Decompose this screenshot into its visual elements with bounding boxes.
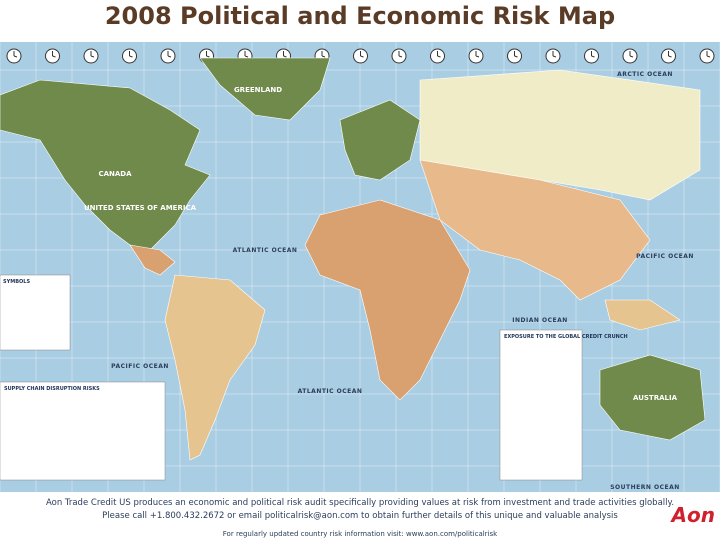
indonesia xyxy=(604,299,681,331)
panel-title: EXPOSURE TO THE GLOBAL CREDIT CRUNCH xyxy=(504,334,628,340)
clock-hand xyxy=(206,55,210,58)
clock-hand xyxy=(514,55,518,58)
footer-line: For regularly updated country risk infor… xyxy=(223,530,498,538)
footer-line: Please call +1.800.432.2672 or email pol… xyxy=(102,511,618,521)
clock-hand xyxy=(360,55,364,58)
greenland xyxy=(199,57,331,121)
map-label: INDIAN OCEAN xyxy=(512,317,568,324)
symbols-panel xyxy=(0,274,71,351)
panel-title: SUPPLY CHAIN DISRUPTION RISKS xyxy=(4,386,100,392)
map-label: PACIFIC OCEAN xyxy=(111,363,169,370)
footer-line: Aon Trade Credit US produces an economic… xyxy=(46,498,674,508)
clock-hand xyxy=(629,55,634,58)
map-label: PACIFIC OCEAN xyxy=(636,253,694,260)
title: 2008 Political and Economic Risk Map xyxy=(105,2,615,30)
europe xyxy=(339,99,421,181)
clock-hand xyxy=(321,55,326,58)
panel-title: SYMBOLS xyxy=(3,279,30,285)
clock-hand xyxy=(591,55,595,58)
clock-hand xyxy=(52,55,56,58)
map-label: UNITED STATES OF AMERICA xyxy=(84,204,197,212)
asia xyxy=(419,159,651,301)
clocks xyxy=(6,48,715,64)
clock-hand xyxy=(244,55,249,58)
map-label: CANADA xyxy=(98,170,132,178)
supply-chain-panel xyxy=(0,381,166,481)
clock-hand xyxy=(552,55,557,58)
clock-hand xyxy=(167,55,172,58)
clock-hand xyxy=(475,55,480,58)
clock-hand xyxy=(668,55,672,58)
clock-hand xyxy=(90,55,95,58)
south-america xyxy=(164,274,266,461)
map-label: SOUTHERN OCEAN xyxy=(610,484,680,491)
clock-hand xyxy=(706,55,711,58)
north-america xyxy=(0,79,211,251)
clock-hand xyxy=(129,55,133,58)
map-label: ATLANTIC OCEAN xyxy=(233,247,298,254)
map: ARCTIC OCEAN GREENLAND CANADA UNITED STA… xyxy=(0,42,720,492)
map-label: ARCTIC OCEAN xyxy=(617,71,673,78)
exposure-panel xyxy=(499,329,583,481)
central-america xyxy=(129,244,176,276)
logo: Aon xyxy=(670,503,715,527)
map-label: AUSTRALIA xyxy=(633,394,678,402)
map-label: GREENLAND xyxy=(234,86,282,94)
clock-hand xyxy=(398,55,403,58)
clock-hand xyxy=(283,55,287,58)
australia xyxy=(599,354,706,441)
africa xyxy=(304,199,471,401)
map-label: ATLANTIC OCEAN xyxy=(298,388,363,395)
clock-hand xyxy=(437,55,441,58)
clock-hand xyxy=(13,55,18,58)
